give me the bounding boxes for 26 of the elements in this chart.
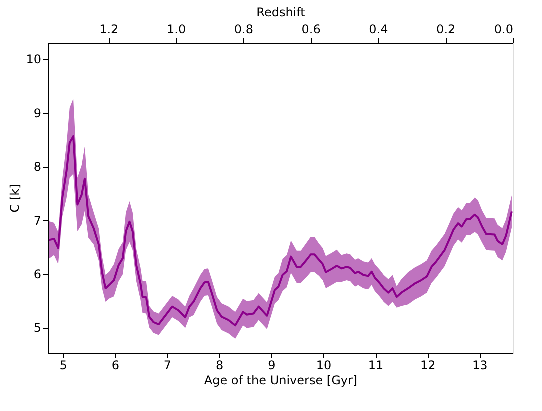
x-axis-title: Age of the Universe [Gyr] xyxy=(204,374,358,388)
x-tick-label: 8 xyxy=(216,358,224,372)
x-tick-label: 10 xyxy=(316,358,332,372)
x2-tick-label: 0.2 xyxy=(436,22,456,36)
x2-tick-label: 0.0 xyxy=(494,22,514,36)
x2-tick-label: 0.8 xyxy=(234,22,254,36)
x2-tick-label: 1.0 xyxy=(166,22,186,36)
x2-axis-title: Redshift xyxy=(256,6,306,20)
y-tick-label: 5 xyxy=(34,321,42,336)
y-tick-label: 7 xyxy=(34,214,42,228)
x-tick-label: 11 xyxy=(368,358,384,372)
x-tick-label: 12 xyxy=(420,358,436,372)
x2-tick-label: 0.4 xyxy=(369,22,388,36)
line-series xyxy=(48,135,513,327)
y-tick-label: 6 xyxy=(34,268,42,282)
x-tick-label: 9 xyxy=(268,358,276,372)
y-tick-label: 8 xyxy=(34,160,42,174)
y-tick-label: 9 xyxy=(34,106,42,120)
x-tick-label: 6 xyxy=(112,358,120,372)
x-tick-label: 7 xyxy=(164,358,172,372)
x-tick-label: 13 xyxy=(472,358,488,372)
x-tick-label: 5 xyxy=(60,358,68,372)
y-axis-title: C [k] xyxy=(8,184,22,213)
x2-tick-label: 1.2 xyxy=(100,22,119,36)
x2-tick-label: 0.6 xyxy=(302,22,321,36)
y-tick-label: 10 xyxy=(26,52,42,67)
